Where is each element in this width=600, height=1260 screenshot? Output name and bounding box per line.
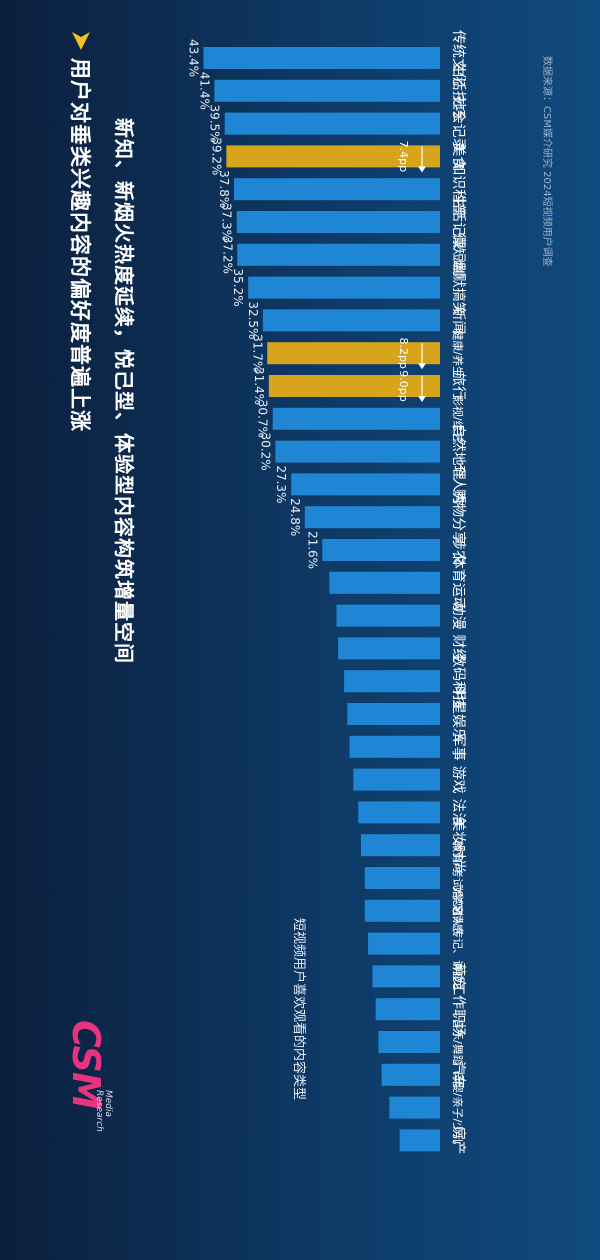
- category-label: 美妆时尚: [450, 817, 466, 873]
- bar: [389, 1096, 440, 1119]
- category-label: 新闻: [450, 306, 466, 334]
- category-label: 涉农: [450, 536, 466, 564]
- bar: [329, 571, 440, 594]
- category-label: 健康/养生: [451, 329, 465, 377]
- category-label: 法治: [450, 798, 466, 826]
- category-label: 汽车: [450, 1061, 467, 1089]
- bar: [304, 506, 440, 529]
- bar: [236, 211, 440, 233]
- bar: [214, 79, 440, 102]
- growth-label: 9.0pp: [397, 370, 410, 401]
- bar: [381, 1063, 440, 1086]
- category-label: 动漫: [450, 602, 466, 630]
- value-label: 27.3%: [274, 465, 288, 503]
- bar: [375, 998, 440, 1021]
- value-label: 39.2%: [209, 137, 223, 175]
- category-label: 自然地理: [450, 424, 467, 480]
- bar: [272, 407, 440, 430]
- category-label: 教育/考试/学习: [451, 841, 465, 914]
- category-label: 微短剧: [450, 234, 466, 276]
- growth-arrow-head: [418, 166, 426, 173]
- growth-label: 7.4pp: [397, 141, 410, 172]
- category-label: 萌宠: [450, 962, 466, 990]
- category-label: 旅行: [450, 372, 466, 400]
- value-label: 37.3%: [220, 203, 234, 241]
- growth-arrow-head: [418, 363, 426, 370]
- bar: [291, 473, 440, 496]
- value-label: 43.4%: [186, 39, 200, 77]
- bar: [268, 375, 440, 397]
- bar: [372, 965, 440, 988]
- bar: [237, 243, 440, 266]
- bar: [233, 178, 440, 201]
- category-label: 个人秀: [450, 463, 466, 505]
- value-label: 41.4%: [197, 72, 211, 110]
- category-label: 传统文化: [450, 30, 466, 86]
- bar: [347, 703, 440, 725]
- category-label: 名人传记、讲座: [451, 905, 465, 982]
- value-label: 30.2%: [258, 433, 272, 471]
- category-label: 生活技巧: [450, 63, 466, 119]
- bar: [336, 604, 440, 627]
- category-label: 财经: [450, 634, 466, 662]
- growth-arrow-head: [418, 396, 426, 402]
- bar: [368, 932, 440, 955]
- bar: [262, 309, 440, 332]
- bar: [248, 276, 440, 299]
- category-label: 体育运动: [450, 555, 466, 611]
- bar: [203, 47, 440, 69]
- category-label: 影视/综艺: [451, 395, 465, 443]
- value-label: 37.8%: [217, 170, 231, 208]
- value-label: 35.2%: [231, 269, 245, 307]
- bar: [338, 637, 440, 660]
- growth-label: 8.2pp: [397, 337, 410, 368]
- category-label: 游戏: [450, 766, 466, 794]
- value-label: 31.7%: [250, 334, 264, 372]
- bar: [322, 539, 440, 561]
- category-label: 生活记录: [450, 194, 466, 250]
- value-label: 37.2%: [220, 236, 234, 274]
- category-label: 购物分享: [450, 489, 467, 545]
- bar: [364, 867, 440, 889]
- value-label: 21.6%: [305, 531, 319, 569]
- bar: [344, 670, 440, 693]
- category-label: 婚恋/情感: [451, 887, 465, 935]
- category-label: 知识科普: [450, 161, 467, 217]
- bar: [364, 899, 440, 922]
- bar: [358, 801, 440, 824]
- bar: [224, 112, 440, 135]
- category-label: 幽默搞笑: [450, 260, 466, 316]
- category-label: 美食: [450, 142, 467, 170]
- category-label: 工作职场: [450, 981, 466, 1037]
- category-label: 明星娱乐: [450, 686, 466, 742]
- bar: [378, 1031, 440, 1053]
- category-label: 社会记录: [450, 96, 466, 152]
- value-label: 32.5%: [246, 301, 260, 339]
- category-label: 军事: [450, 733, 466, 761]
- bar: [399, 1129, 440, 1152]
- bar: [275, 440, 440, 463]
- bar: [226, 145, 440, 168]
- category-label: 房产: [450, 1126, 466, 1154]
- category-label: 母婴/亲子/少儿: [451, 1071, 465, 1144]
- triangle-arrow-icon: [72, 32, 90, 50]
- bar: [360, 834, 440, 857]
- bar: [353, 768, 440, 791]
- category-label: 数码科技: [450, 653, 466, 709]
- category-label: 音乐/舞蹈: [451, 1018, 465, 1066]
- value-label: 24.8%: [288, 498, 302, 536]
- value-label: 31.4%: [252, 367, 266, 405]
- bar: [349, 735, 440, 758]
- value-label: 39.5%: [208, 105, 222, 143]
- bar: [267, 342, 440, 365]
- value-label: 30.7%: [256, 400, 270, 438]
